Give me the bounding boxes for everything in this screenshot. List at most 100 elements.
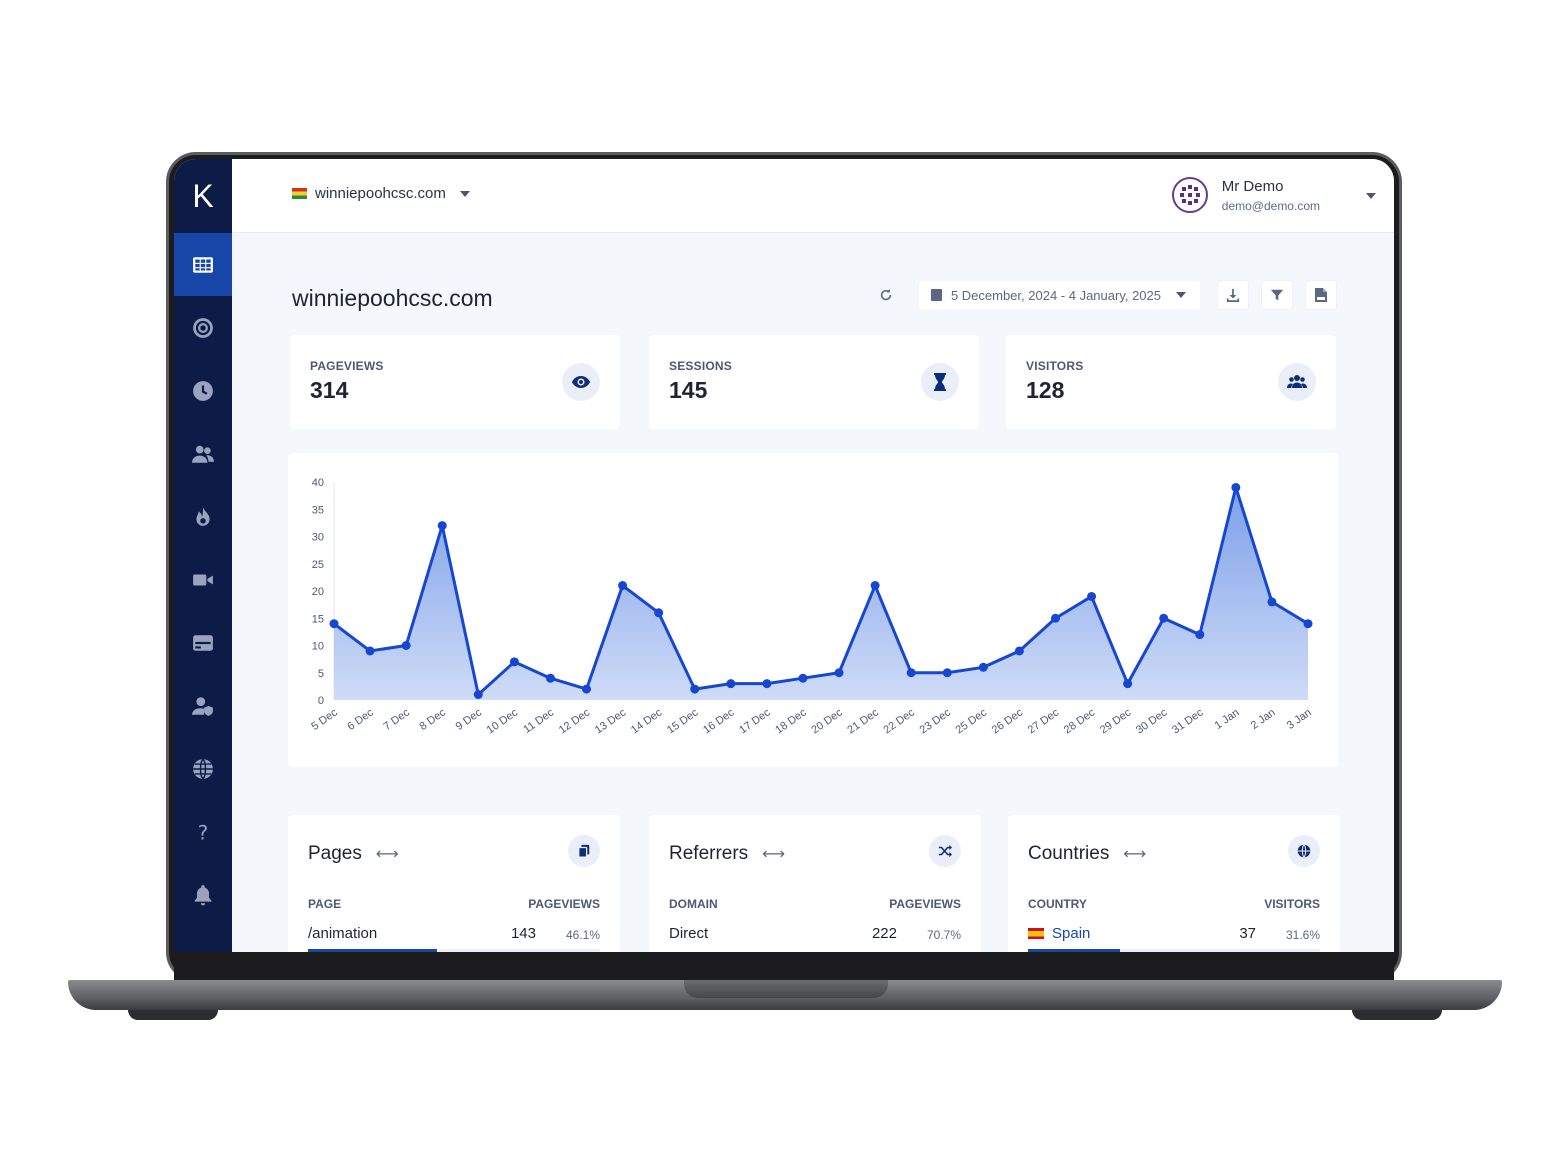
share-bar [308, 949, 438, 952]
nav-dashboard[interactable] [174, 233, 232, 296]
refresh-button[interactable] [871, 281, 901, 309]
clock-icon [193, 380, 213, 401]
nav-recordings[interactable] [174, 548, 232, 611]
download-button[interactable] [1218, 281, 1248, 309]
globe-icon[interactable] [1288, 835, 1320, 867]
data-point[interactable] [473, 690, 483, 700]
site-selector[interactable]: winniepoohcsc.com [292, 185, 470, 202]
data-point[interactable] [978, 662, 988, 672]
card-icon [193, 634, 213, 651]
x-tick-label: 13 Dec [593, 706, 629, 736]
x-tick-label: 31 Dec [1170, 706, 1206, 736]
data-point[interactable] [582, 684, 592, 694]
avatar [1171, 177, 1208, 213]
data-point[interactable] [329, 619, 339, 629]
stat-card-pageviews[interactable]: PAGEVIEWS 314 [290, 335, 620, 429]
data-point[interactable] [1014, 646, 1024, 656]
nav-realtime[interactable] [174, 359, 232, 422]
data-point[interactable] [437, 521, 447, 531]
data-point[interactable] [726, 679, 736, 689]
screen: K ? [174, 159, 1394, 952]
row-name[interactable]: /animation [308, 925, 378, 942]
expand-arrows-icon[interactable]: ⟷ [375, 846, 399, 863]
expand-arrows-icon[interactable]: ⟷ [762, 846, 786, 863]
filter-button[interactable] [1262, 281, 1292, 309]
copy-icon[interactable] [568, 835, 600, 867]
data-point[interactable] [762, 679, 772, 689]
topbar: winniepoohcsc.com Mr Demo demo@demo.com [232, 159, 1394, 233]
nav-help[interactable]: ? [174, 800, 232, 863]
calendar-icon [930, 289, 942, 301]
x-tick-label: 21 Dec [845, 706, 881, 736]
stat-card-sessions[interactable]: SESSIONS 145 [649, 335, 979, 429]
nav-devices[interactable] [174, 611, 232, 674]
row-value: 37 [1239, 925, 1256, 942]
row-name[interactable]: Spain [1028, 925, 1090, 942]
pageviews-chart[interactable]: 0 5 10 15 20 25 30 35 40 5 Dec 6 Dec 7 Dec 8 Dec 9 De… [288, 453, 1338, 767]
x-tick-label: 16 Dec [701, 706, 737, 736]
x-tick-label: 23 Dec [918, 706, 954, 736]
x-tick-label: 5 Dec [309, 706, 340, 733]
y-tick-label: 35 [312, 504, 324, 516]
data-point[interactable] [1303, 619, 1313, 629]
column-header-visitors[interactable]: VISITORS [1264, 897, 1320, 911]
data-point[interactable] [1231, 482, 1241, 492]
nav-websites[interactable] [174, 737, 232, 800]
data-point[interactable] [545, 673, 555, 683]
data-point[interactable] [1159, 613, 1169, 623]
data-point[interactable] [1123, 679, 1133, 689]
data-point[interactable] [906, 668, 916, 678]
chevron-down-icon [459, 190, 470, 197]
data-point[interactable] [1087, 591, 1097, 601]
x-tick-label: 11 Dec [521, 706, 556, 736]
column-header-page[interactable]: PAGE [308, 897, 342, 911]
data-point[interactable] [798, 673, 808, 683]
data-point[interactable] [365, 646, 375, 656]
data-point[interactable] [834, 668, 844, 678]
pages-panel: Pages ⟷ PAGE PAGEVIEWS /animation 143 46… [288, 815, 620, 952]
nav-goals[interactable] [174, 296, 232, 359]
referrers-panel: Referrers ⟷ DOMAIN PAGEVIEWS Direct 222 … [649, 815, 981, 952]
column-header-pageviews[interactable]: PAGEVIEWS [889, 897, 961, 911]
date-range-picker[interactable]: 5 December, 2024 - 4 January, 2025 [918, 281, 1200, 309]
data-point[interactable] [1050, 613, 1060, 623]
y-tick-label: 40 [312, 477, 324, 489]
x-tick-label: 27 Dec [1026, 706, 1062, 736]
pdf-export-button[interactable] [1306, 281, 1336, 309]
nav-visitors[interactable] [174, 422, 232, 485]
page-title: winniepoohcsc.com [292, 285, 493, 311]
data-point[interactable] [870, 581, 880, 591]
toolbar: 5 December, 2024 - 4 January, 2025 [871, 281, 1336, 309]
x-tick-label: 6 Dec [345, 706, 376, 733]
column-header-domain[interactable]: DOMAIN [669, 897, 718, 911]
data-point[interactable] [509, 657, 519, 667]
column-header-country[interactable]: COUNTRY [1028, 897, 1087, 911]
x-tick-label: 7 Dec [381, 706, 412, 733]
data-point[interactable] [618, 581, 628, 591]
column-header-pageviews[interactable]: PAGEVIEWS [528, 897, 600, 911]
x-tick-label: 14 Dec [629, 706, 665, 736]
x-tick-label: 15 Dec [665, 706, 701, 736]
data-point[interactable] [401, 641, 411, 650]
stat-card-visitors[interactable]: VISITORS 128 [1006, 335, 1336, 429]
y-tick-label: 30 [312, 532, 324, 544]
user-menu[interactable]: Mr Demo demo@demo.com [1171, 177, 1376, 213]
expand-arrows-icon[interactable]: ⟷ [1123, 846, 1147, 863]
app-logo[interactable]: K [192, 177, 214, 214]
download-icon [1226, 288, 1240, 302]
shuffle-icon[interactable] [929, 835, 961, 867]
data-point[interactable] [1267, 597, 1277, 607]
video-icon [193, 574, 213, 585]
nav-notifications[interactable] [174, 863, 232, 926]
row-name[interactable]: Direct [669, 925, 709, 942]
nav-user-privacy[interactable] [174, 674, 232, 737]
nav-heatmaps[interactable] [174, 485, 232, 548]
filter-icon [1270, 289, 1284, 301]
data-point[interactable] [1195, 630, 1205, 640]
y-tick-label: 15 [312, 613, 324, 625]
stat-label: PAGEVIEWS [310, 359, 384, 373]
data-point[interactable] [942, 668, 952, 678]
data-point[interactable] [654, 608, 664, 618]
screen-bezel-bottom [174, 952, 1394, 980]
data-point[interactable] [690, 684, 700, 694]
